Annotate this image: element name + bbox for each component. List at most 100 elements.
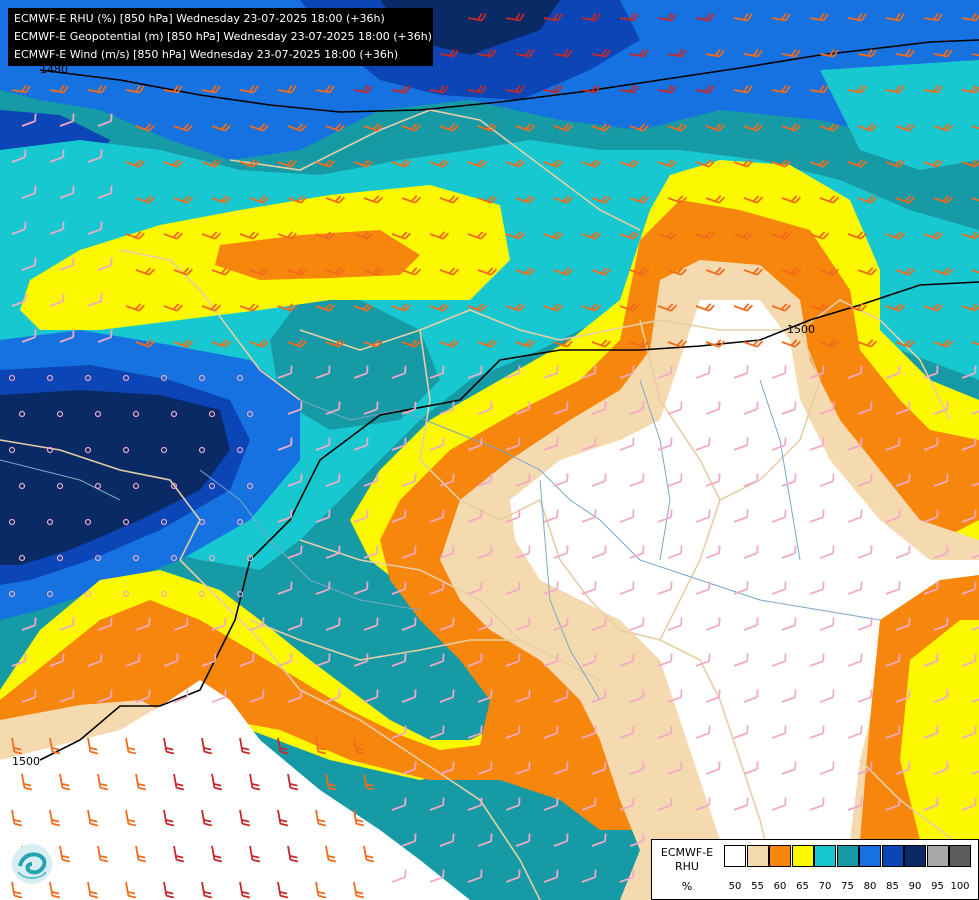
wind-barb [895,473,911,487]
wind-barb [695,12,715,22]
wind-barb [170,410,178,418]
wind-barb [819,689,835,703]
wind-barb [401,761,417,775]
wind-barb [515,545,531,559]
title-line-wind: ECMWF-E Wind (m/s) [850 hPa] Wednesday 2… [14,48,399,61]
wind-barb [781,267,802,276]
wind-barb [391,509,407,523]
wind-barb [249,339,270,348]
wind-barb [170,482,178,490]
wind-barb [173,845,185,863]
wind-barb [198,374,206,382]
wind-barb [885,159,906,168]
wind-barb [591,545,607,559]
wind-barb [477,833,493,847]
wind-barb [923,797,939,811]
wind-barb [771,581,787,595]
wind-barb [477,473,493,487]
wind-barb [733,84,753,94]
wind-barb [11,809,23,827]
rhu-field-teal-mid [270,300,440,430]
wind-barb [391,365,407,379]
wind-barb [125,231,146,240]
wind-barb [885,303,906,312]
wind-barb [401,339,422,348]
wind-barb [781,48,801,58]
wind-barb [11,737,23,755]
wind-barb [591,123,612,132]
wind-barb [315,159,336,168]
wind-barb [705,267,726,276]
wind-barb [391,725,407,739]
wind-barb [657,797,673,811]
wind-barb [923,437,939,451]
wind-barb [933,473,949,487]
wind-barb [895,48,915,58]
wind-barb [695,653,711,667]
wind-barb [667,48,687,58]
wind-barb [56,410,64,418]
wind-barb [705,48,725,58]
wind-barb [353,653,369,667]
wind-barb [201,737,213,755]
wind-barb [591,833,607,847]
wind-barb [857,473,873,487]
wind-barb [160,518,168,526]
wind-barb [543,84,563,94]
wind-barb [923,303,944,312]
wind-barb [97,845,109,863]
wind-barb [467,869,483,883]
wind-barb [543,725,559,739]
wind-barb [505,437,521,451]
wind-barb [781,123,802,132]
wind-barb [239,809,251,827]
wind-barb [771,797,787,811]
rhu-field-white-sw [0,680,470,900]
wind-barb [667,195,688,204]
wind-barb [553,689,569,703]
wind-barb [239,84,259,94]
wind-barb [819,617,835,631]
wind-barb [287,689,303,703]
wind-barb [477,401,493,415]
wind-barb [277,159,298,168]
wind-barb [160,590,168,598]
wind-barb [847,231,868,240]
wind-barb [477,339,498,348]
wind-barb [619,725,635,739]
wind-barb [733,365,749,379]
wind-barb [135,123,156,132]
wind-barb [363,195,384,204]
wind-barb [857,267,878,276]
wind-barb [543,869,559,883]
wind-barb [21,185,37,199]
wind-barb [249,773,261,791]
wind-barb [885,12,905,22]
wind-barb [809,12,829,22]
wind-barb [198,518,206,526]
wind-barb [21,689,37,703]
wind-barb [771,365,787,379]
map-title-box: ECMWF-E RHU (%) [850 hPa] Wednesday 23-0… [8,8,433,66]
wind-barb [809,303,830,312]
wind-barb [819,761,835,775]
wind-barb [439,401,455,415]
wind-barb [543,653,559,667]
wind-barb [325,267,346,276]
wind-barb [933,689,949,703]
wind-barb [477,761,493,775]
wind-barb [961,231,979,240]
wind-barb [211,195,232,204]
wind-barb [87,84,107,94]
rhu-field-navy-west [0,390,230,565]
wind-barb [505,159,526,168]
wind-barb [49,293,65,307]
wind-barb [467,303,488,312]
wind-barb [122,590,130,598]
wind-barb [277,303,298,312]
wind-barb [87,737,99,755]
wind-barb [933,123,954,132]
wind-barb [505,797,521,811]
legend-swatch-50 [724,845,746,867]
